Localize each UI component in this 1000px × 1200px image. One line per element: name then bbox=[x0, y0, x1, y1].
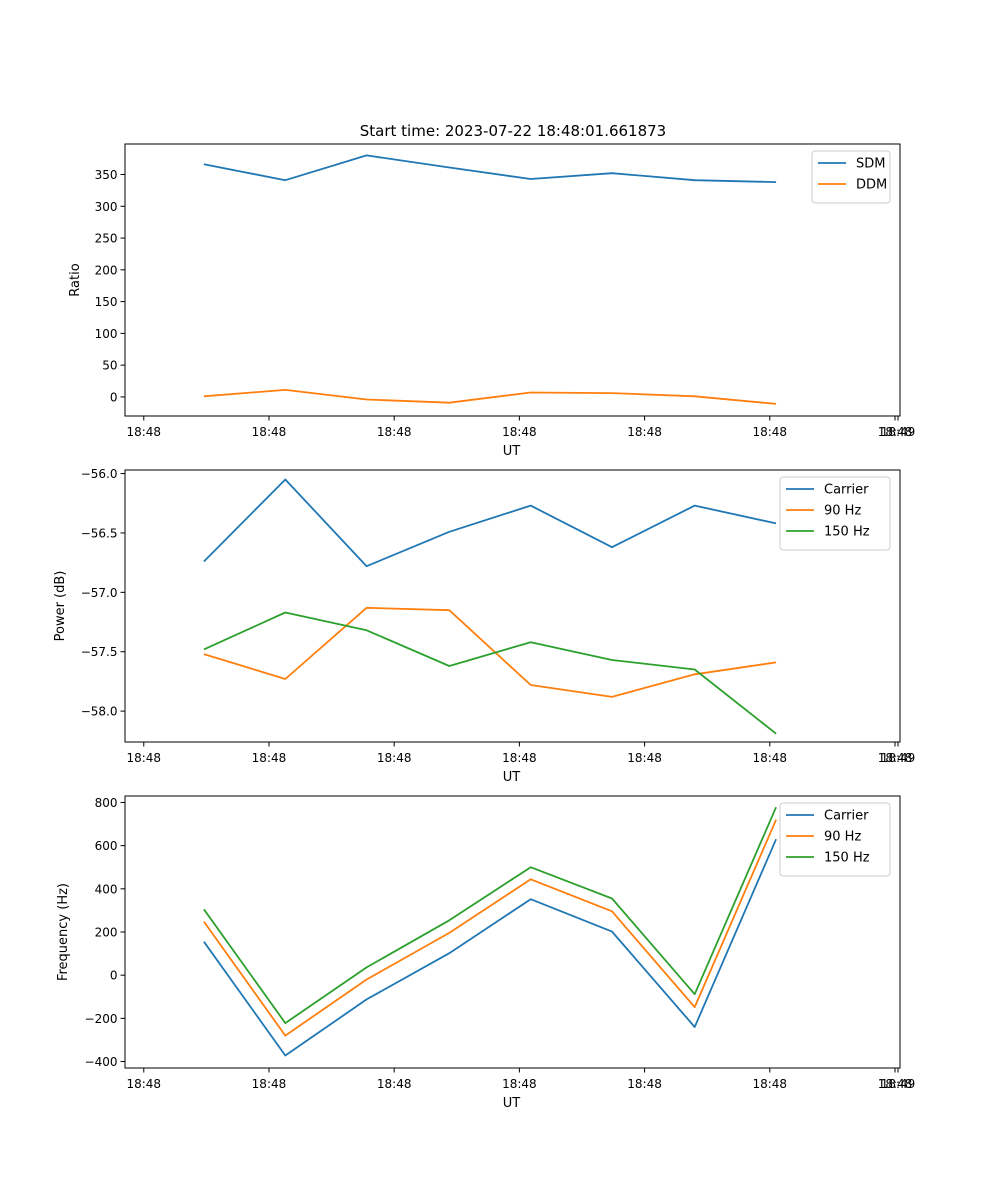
frequency-y-tick-label: −200 bbox=[85, 1012, 118, 1026]
frequency-y-tick-label: −400 bbox=[85, 1055, 118, 1069]
frequency-x-tick-label: 18:48 bbox=[252, 1077, 287, 1091]
power-x-tick-label: 18:48 bbox=[252, 751, 287, 765]
frequency-y-axis-label: Frequency (Hz) bbox=[56, 883, 71, 981]
ratio-legend-label: DDM bbox=[856, 178, 887, 193]
ratio-y-tick-label: 100 bbox=[95, 327, 118, 341]
frequency-series-line-150-hz bbox=[203, 806, 777, 1024]
figure-title: Start time: 2023-07-22 18:48:01.661873 bbox=[360, 122, 666, 140]
power-y-tick-label: −56.5 bbox=[81, 526, 118, 540]
power-series-line-150-hz bbox=[203, 611, 777, 735]
power-legend-label: 90 Hz bbox=[824, 504, 861, 519]
ratio-y-tick-label: 0 bbox=[110, 390, 118, 404]
ratio-y-tick-label: 200 bbox=[95, 263, 118, 277]
ratio-y-tick-label: 50 bbox=[102, 359, 117, 373]
power-series-line-carrier bbox=[203, 478, 777, 568]
frequency-series-line-90-hz bbox=[203, 819, 777, 1037]
ratio-x-tick-label: 18:48 bbox=[502, 425, 537, 439]
ratio-y-tick-label: 350 bbox=[95, 168, 118, 182]
ratio-x-tick-label: 18:48 bbox=[377, 425, 412, 439]
frequency-x-tick-label: 18:49 bbox=[881, 1077, 916, 1091]
frequency-x-tick-label: 18:48 bbox=[627, 1077, 662, 1091]
power-y-tick-label: −57.5 bbox=[81, 645, 118, 659]
ratio-x-tick-label: 18:48 bbox=[252, 425, 287, 439]
power-y-tick-label: −58.0 bbox=[81, 705, 118, 719]
ratio-y-tick-label: 250 bbox=[95, 232, 118, 246]
power-x-tick-label: 18:48 bbox=[627, 751, 662, 765]
frequency-x-tick-label: 18:48 bbox=[377, 1077, 412, 1091]
frequency-x-tick-label: 18:48 bbox=[502, 1077, 537, 1091]
power-y-tick-label: −57.0 bbox=[81, 586, 118, 600]
ratio-x-tick-label: 18:49 bbox=[881, 425, 916, 439]
power-x-tick-label: 18:48 bbox=[878, 751, 913, 765]
power-series-line-90-hz bbox=[203, 606, 777, 698]
power-axes-frame bbox=[124, 469, 901, 743]
frequency-x-tick-label: 18:48 bbox=[752, 1077, 787, 1091]
frequency-y-tick-label: 200 bbox=[95, 926, 118, 940]
power-x-tick-label: 18:48 bbox=[502, 751, 537, 765]
frequency-legend-label: 90 Hz bbox=[824, 830, 861, 845]
ratio-x-tick-label: 18:48 bbox=[878, 425, 913, 439]
power-legend-label: 150 Hz bbox=[824, 525, 870, 540]
ratio-x-axis-label: UT bbox=[503, 444, 521, 459]
power-y-tick-label: −56.0 bbox=[81, 467, 118, 481]
ratio-series-line-ddm bbox=[203, 388, 777, 405]
frequency-y-tick-label: 600 bbox=[95, 839, 118, 853]
power-x-axis-label: UT bbox=[503, 770, 521, 785]
frequency-x-tick-label: 18:48 bbox=[126, 1077, 161, 1091]
frequency-legend-label: Carrier bbox=[824, 809, 869, 824]
ratio-legend-label: SDM bbox=[856, 157, 885, 172]
power-x-tick-label: 18:48 bbox=[126, 751, 161, 765]
ratio-y-axis-label: Ratio bbox=[68, 263, 83, 296]
ratio-series-line-sdm bbox=[203, 154, 777, 183]
frequency-y-tick-label: 400 bbox=[95, 882, 118, 896]
power-legend: Carrier 90 Hz 150 Hz bbox=[779, 476, 891, 551]
ratio-x-tick-label: 18:48 bbox=[126, 425, 161, 439]
ratio-legend-frame bbox=[811, 150, 891, 204]
power-x-tick-label: 18:48 bbox=[377, 751, 412, 765]
ratio-x-tick-label: 18:48 bbox=[752, 425, 787, 439]
power-x-tick-label: 18:48 bbox=[752, 751, 787, 765]
ratio-legend: SDM DDM bbox=[811, 150, 891, 204]
power-x-tick-label: 18:49 bbox=[881, 751, 916, 765]
ratio-chart: 18:48 18:48 18:48 18:48 18:48 18:48 18:4818:49… bbox=[68, 143, 916, 459]
frequency-legend: Carrier 90 Hz 150 Hz bbox=[779, 802, 891, 877]
power-y-axis-label: Power (dB) bbox=[53, 571, 68, 642]
frequency-x-axis-label: UT bbox=[503, 1096, 521, 1111]
ratio-axes-frame bbox=[124, 143, 901, 417]
frequency-legend-label: 150 Hz bbox=[824, 851, 870, 866]
ratio-x-tick-label: 18:48 bbox=[627, 425, 662, 439]
frequency-y-tick-label: 800 bbox=[95, 796, 118, 810]
frequency-chart: 18:48 18:48 18:48 18:48 18:48 18:48 18:4818:49… bbox=[56, 795, 916, 1111]
frequency-x-tick-label: 18:48 bbox=[878, 1077, 913, 1091]
ratio-y-tick-label: 300 bbox=[95, 200, 118, 214]
power-chart: 18:48 18:48 18:48 18:48 18:48 18:48 18:4818:49… bbox=[53, 467, 915, 785]
frequency-y-tick-label: 0 bbox=[110, 969, 118, 983]
ratio-y-tick-label: 150 bbox=[95, 295, 118, 309]
power-legend-label: Carrier bbox=[824, 483, 869, 498]
frequency-series-line-carrier bbox=[203, 838, 777, 1057]
